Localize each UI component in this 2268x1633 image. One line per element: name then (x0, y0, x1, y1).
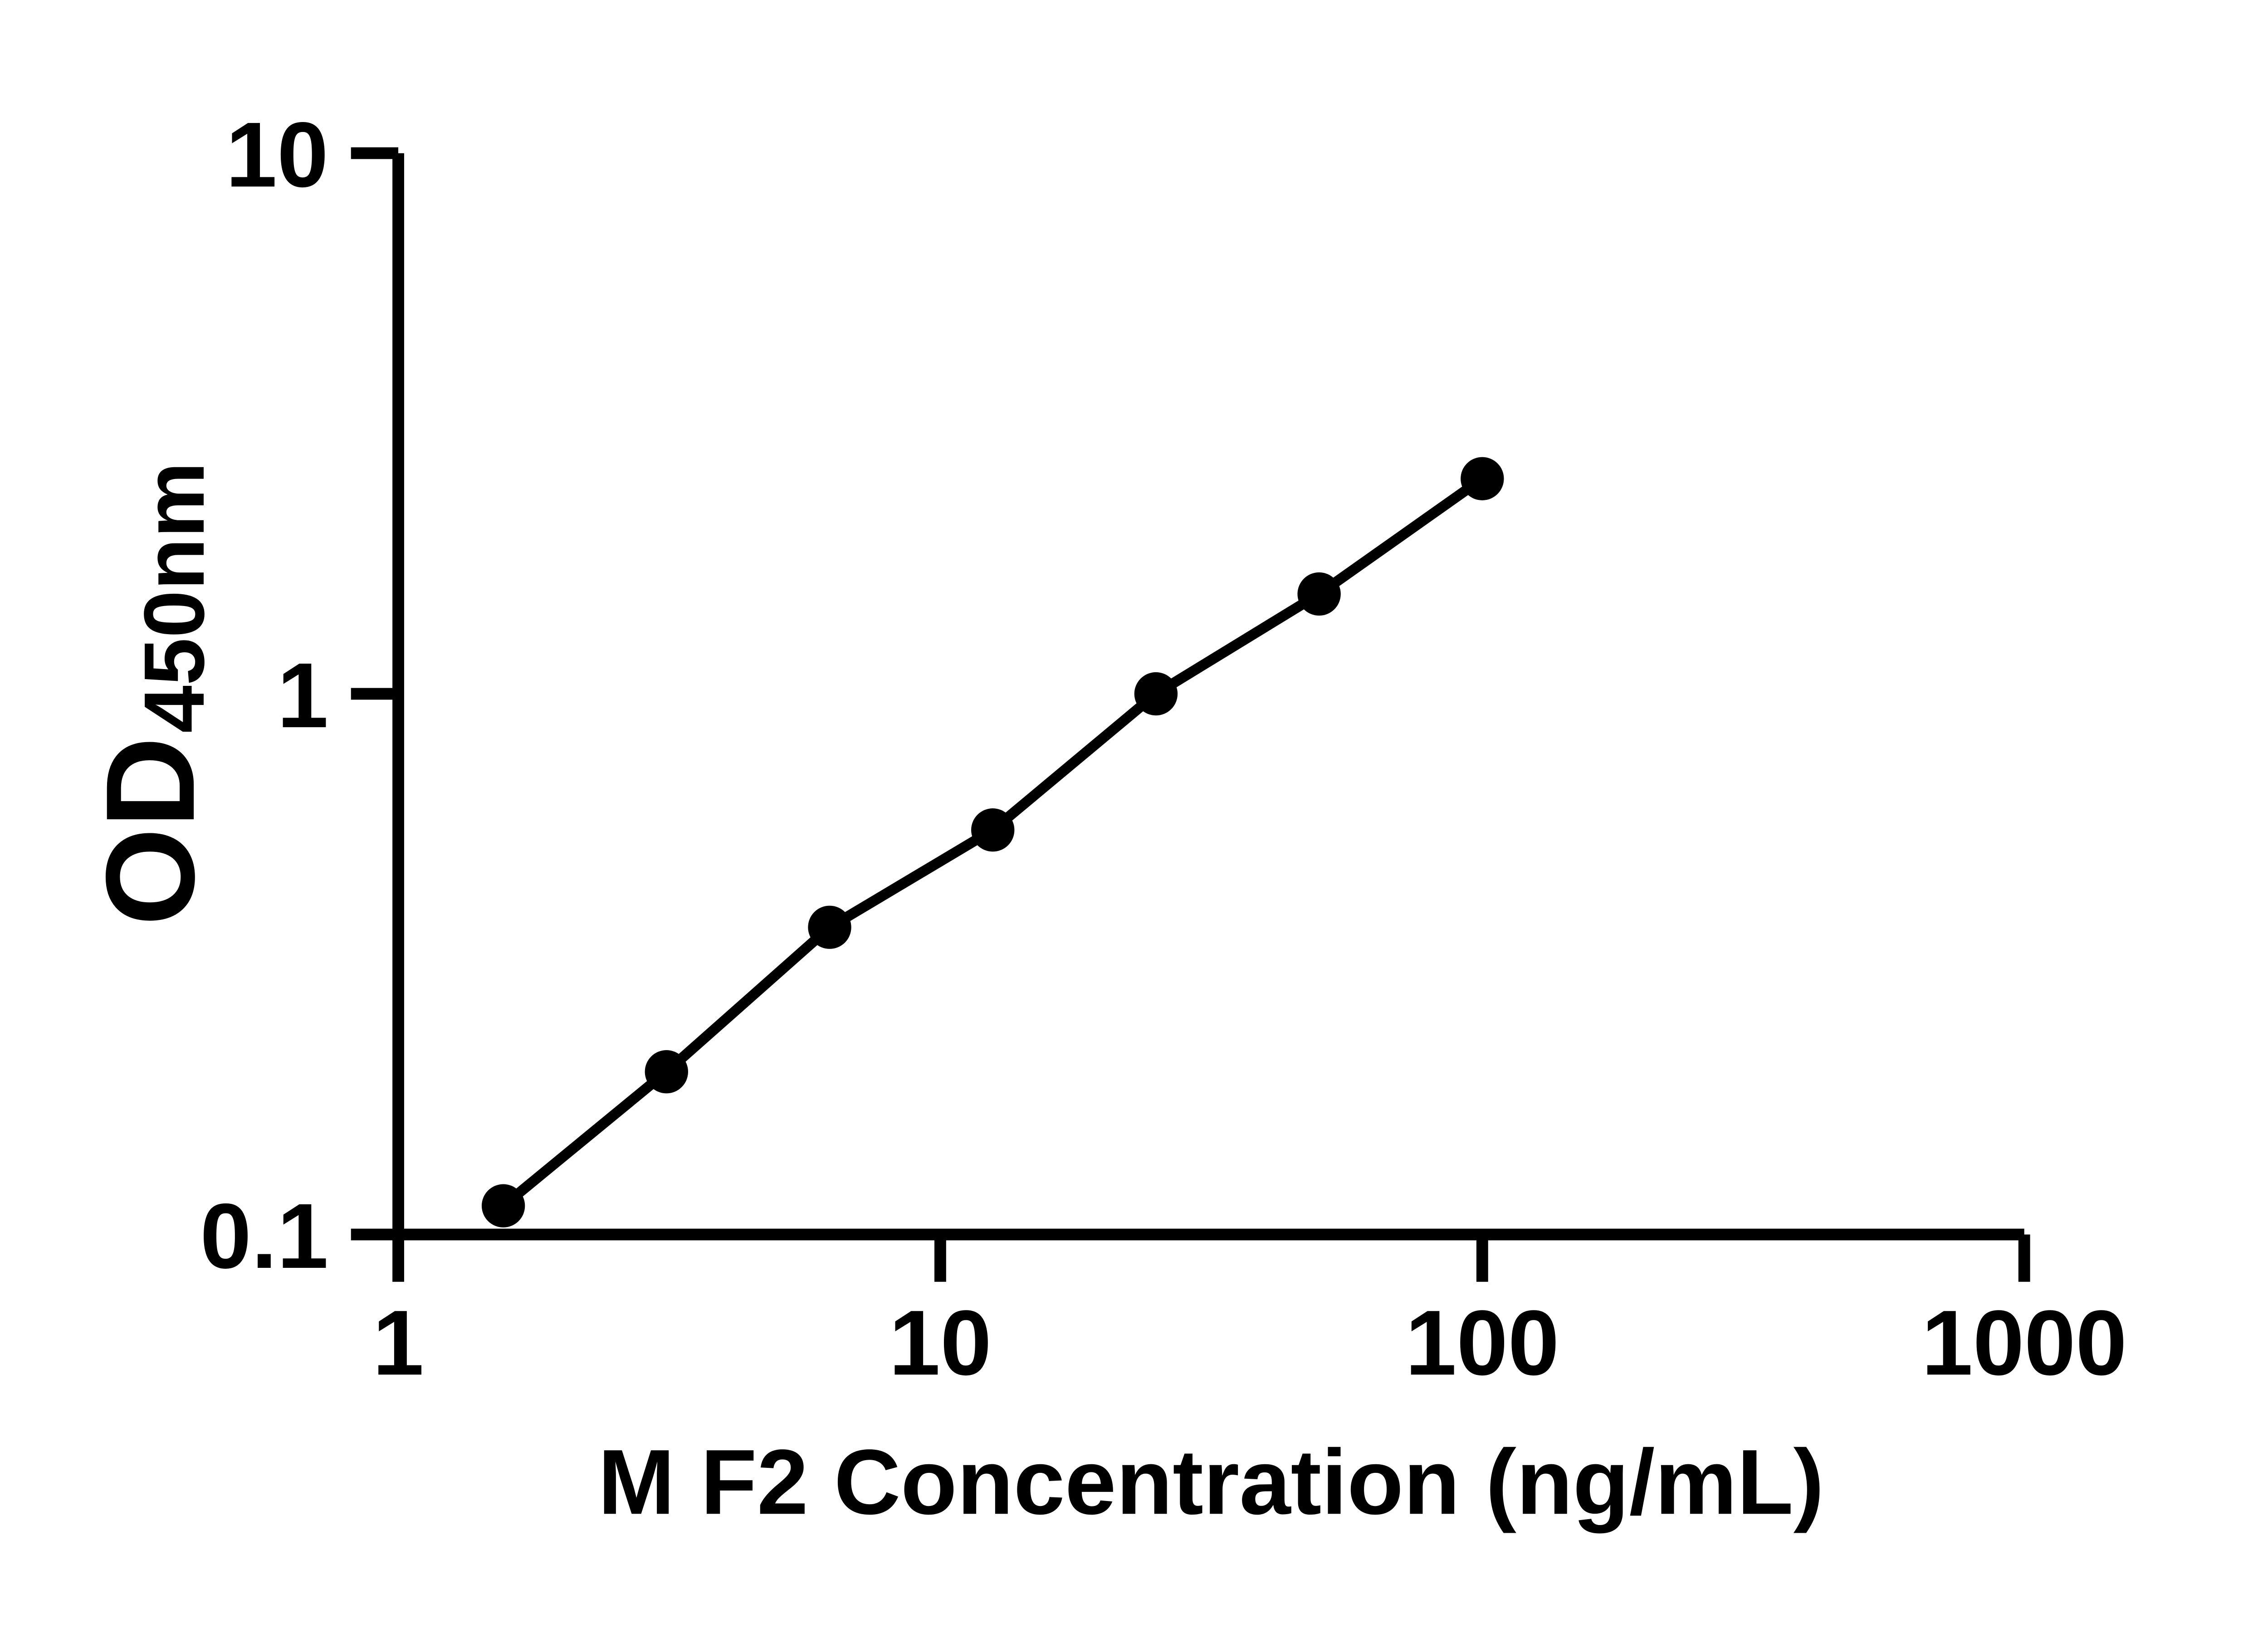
data-points (481, 457, 1504, 1227)
data-point-marker (481, 1184, 525, 1227)
data-point-marker (1297, 572, 1341, 616)
data-point-marker (1461, 457, 1504, 500)
y-axis-title: OD450nm (79, 462, 222, 926)
data-point-marker (971, 808, 1015, 852)
y-tick-label: 10 (226, 103, 328, 206)
data-point-marker (808, 905, 851, 949)
x-tick-label: 1000 (1921, 1291, 2127, 1394)
x-axis-title: M F2 Concentration (ng/mL) (598, 1431, 1824, 1534)
y-axis-title-main: OD (79, 737, 220, 926)
data-point-marker (645, 1050, 688, 1094)
axes-lines (392, 153, 2024, 1241)
x-tick-label: 1 (372, 1291, 424, 1394)
y-tick-label: 1 (277, 644, 328, 747)
x-axis-ticks: 1 10 100 1000 (372, 1234, 2127, 1394)
y-axis-title-sub: 450nm (126, 462, 222, 733)
y-axis-ticks: 10 1 0.1 (200, 103, 399, 1288)
x-tick-label: 100 (1405, 1291, 1559, 1394)
x-tick-label: 10 (889, 1291, 992, 1394)
y-tick-label: 0.1 (200, 1185, 328, 1288)
data-point-marker (1134, 672, 1178, 716)
